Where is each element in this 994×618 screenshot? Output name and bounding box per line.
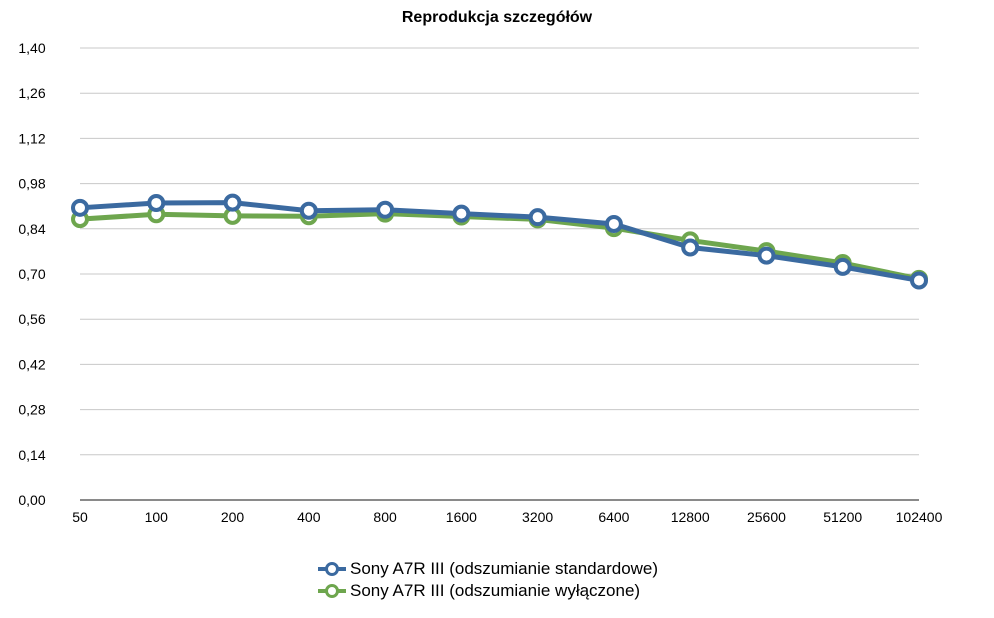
x-tick-label: 25600 [747, 509, 786, 525]
data-point [833, 257, 852, 276]
data-point [71, 198, 89, 217]
grid-lines [80, 47, 919, 501]
x-tick-label: 102400 [896, 509, 943, 525]
data-point [299, 201, 318, 220]
data-point [757, 246, 776, 265]
legend-item-standard: Sony A7R III (odszumianie standardowe) [318, 558, 658, 580]
y-tick-label: 0,42 [18, 356, 45, 372]
y-tick-label: 0,28 [18, 402, 45, 418]
y-axis-ticks: 0,00 0,14 0,28 0,42 0,56 0,70 0,84 0,98 1,12 1,26… [18, 40, 45, 508]
series-line [77, 211, 922, 282]
x-tick-label: 6400 [598, 509, 629, 525]
x-tick-label: 3200 [522, 509, 553, 525]
data-point [528, 208, 547, 227]
legend: Sony A7R III (odszumianie standardowe) S… [318, 558, 658, 602]
legend-label-off: Sony A7R III (odszumianie wyłączone) [350, 581, 641, 600]
y-tick-label: 1,12 [18, 130, 45, 146]
x-tick-label: 200 [221, 509, 245, 525]
x-tick-label: 1600 [446, 509, 477, 525]
data-point [681, 238, 700, 257]
legend-label-standard: Sony A7R III (odszumianie standardowe) [350, 559, 659, 578]
y-tick-label: 1,26 [18, 85, 45, 101]
x-tick-label: 50 [72, 509, 88, 525]
series-line [77, 200, 922, 283]
data-point [452, 204, 471, 223]
data-point [223, 193, 242, 212]
data-point [604, 214, 623, 233]
x-tick-label: 400 [297, 509, 321, 525]
data-point [147, 193, 166, 212]
y-tick-label: 0,70 [18, 266, 45, 282]
x-axis-ticks: 50 100 200 400 800 1600 3200 6400 12800 25600 5120… [72, 509, 942, 525]
legend-item-off: Sony A7R III (odszumianie wyłączone) [318, 580, 658, 602]
series-layer [71, 193, 928, 290]
data-point [376, 200, 395, 219]
series-0 [71, 193, 928, 290]
y-tick-label: 0,56 [18, 311, 45, 327]
x-tick-label: 12800 [671, 509, 710, 525]
y-tick-label: 1,40 [18, 40, 45, 56]
chart-title: Reprodukcja szczegółów [401, 9, 593, 26]
y-tick-label: 0,84 [18, 221, 45, 237]
x-tick-label: 100 [145, 509, 169, 525]
data-point [910, 271, 928, 290]
y-tick-label: 0,14 [18, 447, 45, 463]
y-tick-label: 0,98 [18, 176, 45, 192]
y-tick-label: 0,00 [18, 492, 45, 508]
legend-swatch-off [318, 584, 346, 598]
x-tick-label: 800 [373, 509, 397, 525]
legend-swatch-standard [318, 562, 346, 576]
x-tick-label: 51200 [823, 509, 862, 525]
